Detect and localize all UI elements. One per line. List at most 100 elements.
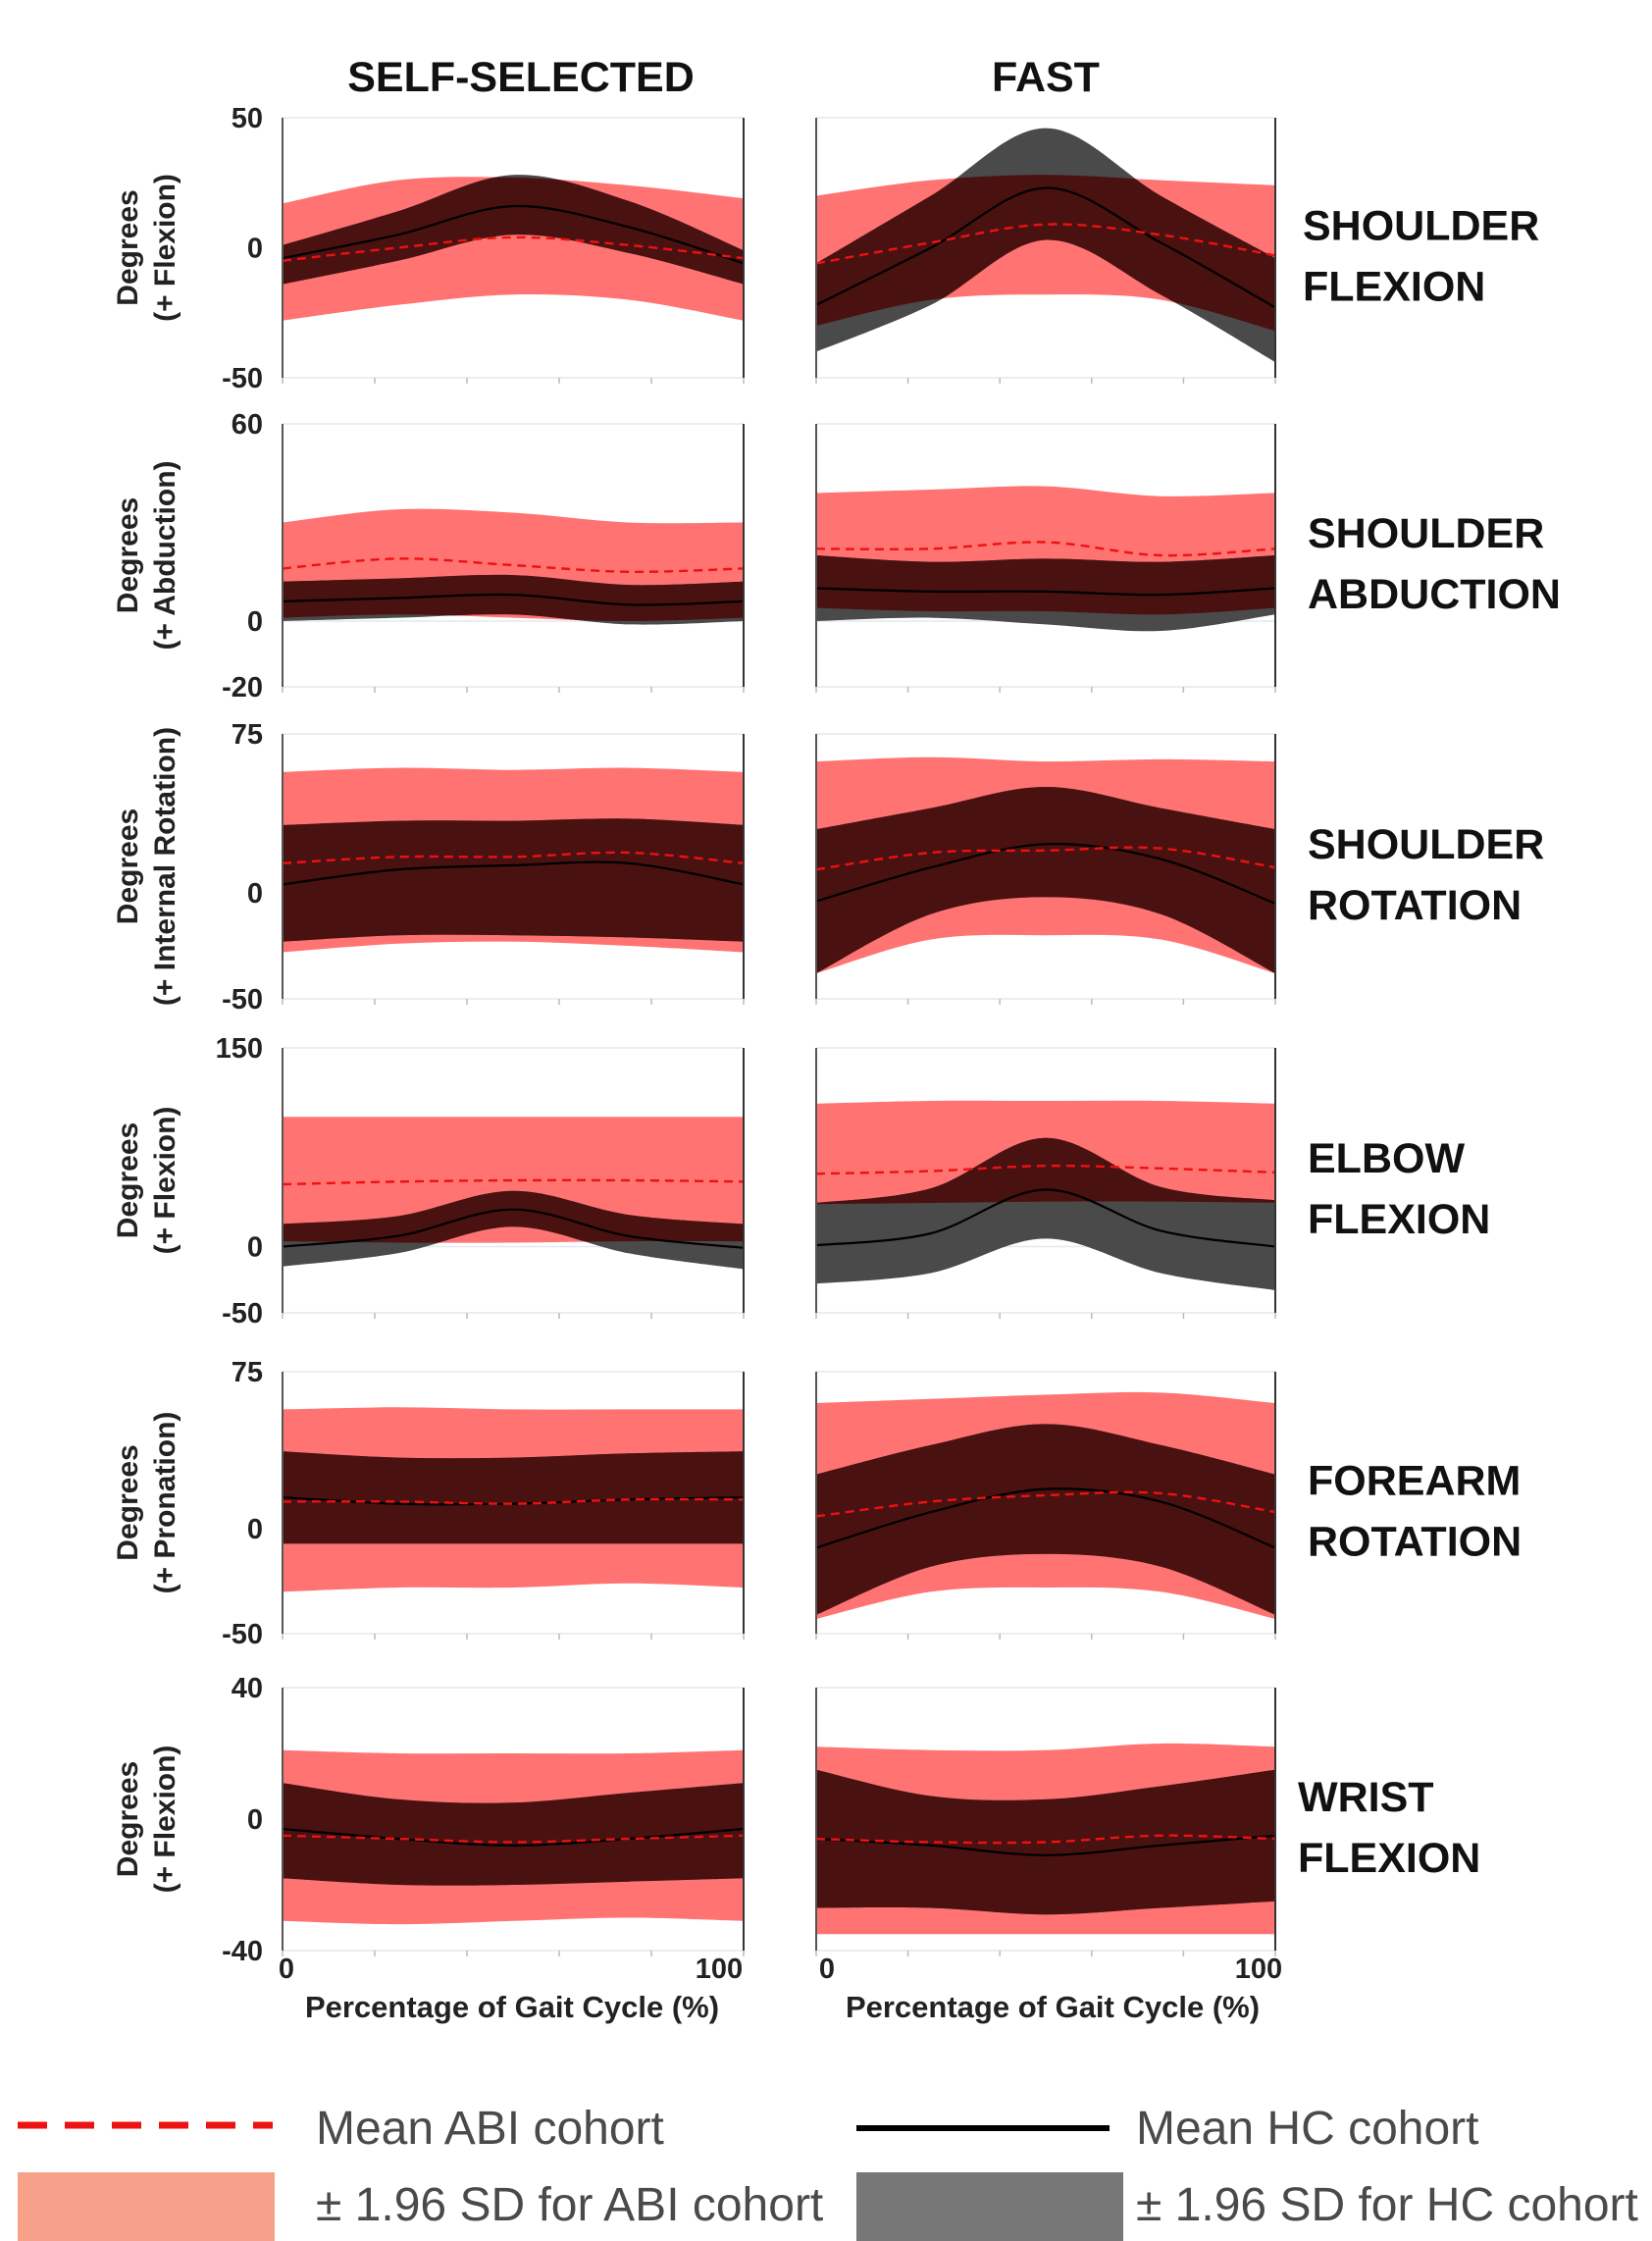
joint-label-line: ELBOW: [1308, 1135, 1465, 1182]
abi-mean-line: [282, 235, 745, 262]
hc-sd-band: [816, 1137, 1275, 1290]
joint-label-line: ABDUCTION: [1308, 571, 1561, 618]
x-tick-100-self-selected: 100: [696, 1954, 743, 1985]
overlap-band: [283, 1783, 744, 1886]
joint-label-line: FLEXION: [1298, 1835, 1480, 1882]
overlap-band: [816, 1769, 1275, 1915]
y-tick-label: 0: [247, 1514, 263, 1545]
overlap-band: [816, 787, 1275, 974]
x-tick-0-fast: 0: [819, 1954, 835, 1985]
column-title-self-selected: SELF-SELECTED: [347, 54, 695, 101]
legend-label-mean-abi: Mean ABI cohort: [316, 2103, 664, 2155]
hc-sd-band: [816, 128, 1275, 363]
y-tick-label: -50: [222, 1298, 263, 1329]
y-tick-label: -40: [222, 1936, 263, 1967]
y-tick-label: 0: [247, 1232, 263, 1264]
y-axis-label-forearm-rotation: Degrees (+ Pronation): [112, 1412, 181, 1594]
y-axis-label-line: Degrees: [112, 808, 144, 924]
panel-wrist-flexion-self-selected: [282, 1687, 745, 1956]
y-axis-label-line: (+ Abduction): [149, 460, 181, 650]
y-axis-label-elbow-flexion: Degrees (+ Flexion): [112, 1107, 181, 1255]
panel-forearm-rotation-self-selected: [282, 1371, 745, 1640]
x-axis-label-fast: Percentage of Gait Cycle (%): [846, 1990, 1260, 2024]
y-tick-label: 0: [247, 878, 263, 910]
hc-mean-line: [282, 1208, 745, 1249]
overlap-band: [283, 818, 744, 942]
abi-sd-band: [283, 1117, 744, 1243]
legend-label-sd-abi: ± 1.96 SD for ABI cohort: [316, 2179, 823, 2231]
joint-label-line: WRIST: [1298, 1774, 1434, 1821]
panel-elbow-flexion-fast: [815, 1047, 1276, 1319]
hc-mean-line: [815, 186, 1276, 309]
y-tick-label: -50: [222, 984, 263, 1016]
hc-mean-line: [282, 860, 745, 886]
abi-mean-line: [282, 1834, 745, 1844]
panel-shoulder-abduction-self-selected: [282, 423, 745, 693]
y-axis-label-line: Degrees: [112, 1761, 144, 1877]
joint-label-line: SHOULDER: [1303, 203, 1539, 250]
overlap-band: [816, 1424, 1275, 1615]
panel-forearm-rotation-fast: [815, 1371, 1276, 1640]
y-tick-label: -50: [222, 363, 263, 394]
y-axis-label-line: (+ Flexion): [149, 1107, 181, 1255]
hc-mean-line: [815, 1188, 1276, 1248]
y-tick-label: 0: [247, 606, 263, 638]
hc-sd-band: [283, 1190, 744, 1270]
abi-mean-line: [815, 846, 1276, 871]
panel-elbow-flexion-self-selected: [282, 1047, 745, 1319]
abi-mean-line: [815, 1490, 1276, 1518]
y-axis-label-line: (+ Flexion): [149, 1746, 181, 1894]
hc-mean-line: [815, 843, 1276, 905]
y-tick-label: 0: [247, 1804, 263, 1836]
legend-label-mean-hc: Mean HC cohort: [1136, 2103, 1478, 2155]
panel-shoulder-rotation-fast: [815, 733, 1276, 1005]
overlap-band: [283, 1451, 744, 1544]
abi-mean-line: [282, 557, 745, 574]
y-axis-label-line: Degrees: [112, 189, 144, 305]
y-axis-label-line: (+ Internal Rotation): [149, 727, 181, 1006]
joint-label-line: ROTATION: [1308, 1519, 1522, 1566]
y-axis-label-shoulder-rotation: Degrees (+ Internal Rotation): [112, 727, 181, 1006]
hc-mean-line: [282, 593, 745, 606]
y-axis-label-line: Degrees: [112, 497, 144, 613]
joint-label-line: ROTATION: [1308, 882, 1522, 929]
joint-label-line: FLEXION: [1303, 264, 1485, 311]
x-tick-0-self-selected: 0: [279, 1954, 294, 1985]
panel-shoulder-flexion-fast: [815, 117, 1276, 384]
abi-mean-line: [282, 1178, 745, 1186]
joint-label-line: FLEXION: [1308, 1196, 1490, 1243]
y-tick-label: 75: [232, 719, 263, 751]
legend-swatch-sd-abi: [18, 2172, 275, 2241]
y-axis-label-line: (+ Pronation): [149, 1412, 181, 1594]
joint-label-line: SHOULDER: [1308, 510, 1544, 557]
y-axis-label-shoulder-abduction: Degrees (+ Abduction): [112, 460, 181, 650]
joint-label-line: FOREARM: [1308, 1458, 1521, 1505]
x-axis-labels: 0 100 0 100 Percentage of Gait Cycle (%)…: [279, 1954, 1282, 2024]
abi-mean-line: [815, 541, 1276, 557]
abi-mean-line: [815, 1164, 1276, 1175]
panel-wrist-flexion-fast: [815, 1687, 1276, 1956]
y-tick-label: -20: [222, 672, 263, 704]
joint-label-line: SHOULDER: [1308, 821, 1544, 868]
legend-swatch-sd-hc: [856, 2172, 1123, 2241]
y-tick-label: 150: [216, 1033, 263, 1065]
y-axis-label-line: (+ Flexion): [149, 174, 181, 322]
legend: Mean ABI cohort Mean HC cohort ± 1.96 SD…: [18, 2103, 1638, 2241]
y-axis-label-shoulder-flexion: Degrees (+ Flexion): [112, 174, 181, 322]
abi-mean-line: [815, 223, 1276, 265]
abi-mean-line: [815, 1834, 1276, 1845]
hc-mean-line: [815, 1834, 1276, 1856]
column-title-fast: FAST: [992, 54, 1100, 101]
y-axis-label-wrist-flexion: Degrees (+ Flexion): [112, 1746, 181, 1894]
x-tick-100-fast: 100: [1235, 1954, 1282, 1985]
y-tick-label: 50: [232, 103, 263, 134]
y-tick-label: 75: [232, 1357, 263, 1388]
y-tick-label: 60: [232, 409, 263, 441]
x-axis-label-self-selected: Percentage of Gait Cycle (%): [305, 1990, 719, 2024]
hc-mean-line: [282, 204, 745, 265]
hc-mean-line: [815, 587, 1276, 597]
abi-mean-line: [282, 1497, 745, 1505]
y-tick-label: -50: [222, 1619, 263, 1650]
